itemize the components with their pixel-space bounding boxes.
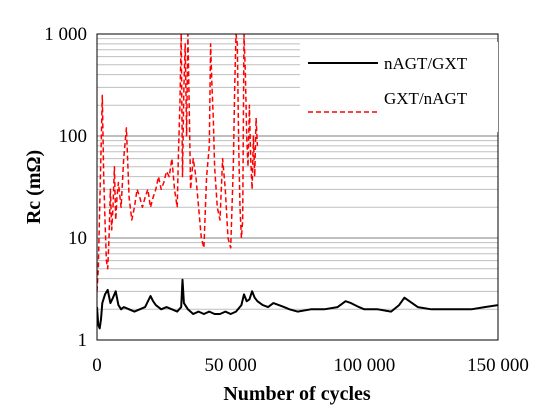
plot-frame [96, 33, 499, 341]
y-tick-label: 1 000 [44, 24, 87, 45]
legend-label-gxt-nagt: GXT/nAGT [384, 89, 468, 108]
x-tick-label: 100 000 [333, 355, 395, 376]
series-layer [97, 34, 498, 330]
y-axis-title: Rc (mΩ) [23, 150, 45, 224]
legend-background [300, 42, 498, 132]
series-line-gxt-nagt [97, 34, 259, 292]
x-tick-label: 0 [92, 355, 102, 376]
tick-labels: 1 10 100 1 000 0 50 000 100 000 150 000 [44, 24, 529, 376]
series-line-nagt-gxt [97, 278, 498, 330]
legend: nAGT/GXT GXT/nAGT [300, 42, 498, 132]
x-axis-title: Number of cycles [223, 383, 371, 405]
y-tick-label: 100 [59, 126, 88, 147]
y-tick-label: 1 [78, 330, 88, 351]
legend-label-nagt-gxt: nAGT/GXT [384, 54, 468, 73]
x-tick-label: 150 000 [467, 355, 529, 376]
x-tick-label: 50 000 [205, 355, 257, 376]
y-tick-label: 10 [68, 228, 87, 249]
